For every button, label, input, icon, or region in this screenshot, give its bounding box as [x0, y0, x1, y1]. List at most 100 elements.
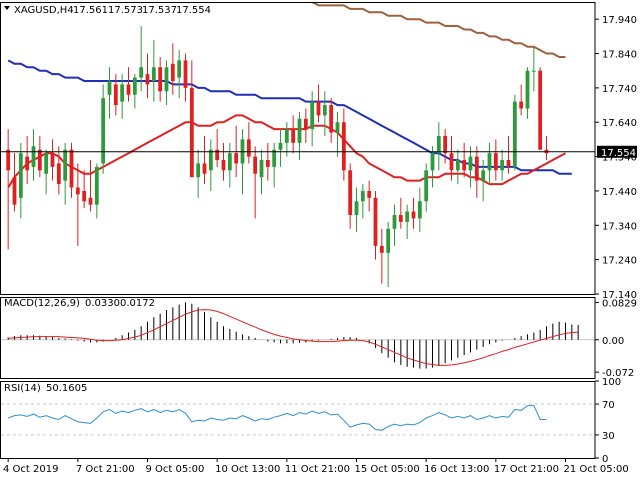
- candle-body: [56, 163, 61, 185]
- price-axis-label: 17.140: [602, 290, 637, 301]
- time-axis-label: 17 Oct 21:00: [494, 464, 559, 475]
- time-axis-label: 15 Oct 05:00: [355, 464, 420, 475]
- price-axis-label: 17.840: [602, 50, 637, 61]
- candle-body: [183, 60, 188, 88]
- low-value: 17.537: [142, 5, 177, 16]
- candle-body: [538, 70, 543, 150]
- candle-body: [272, 149, 277, 167]
- price-axis-label: 17.440: [602, 187, 637, 198]
- collapse-triangle-icon[interactable]: [4, 6, 10, 10]
- candle-body: [158, 67, 163, 92]
- candle-body: [392, 214, 397, 229]
- candle-body: [386, 228, 391, 253]
- price-axis-label: 17.940: [602, 15, 637, 26]
- symbol-label: XAGUSD,H4: [14, 5, 74, 16]
- rsi-line: [8, 405, 547, 431]
- candle-body: [291, 129, 296, 143]
- candle-body: [12, 177, 17, 205]
- main-pane-frame: [0, 2, 596, 295]
- candle-body: [379, 245, 384, 253]
- candle-body: [18, 153, 23, 198]
- rsi-axis-label: 70: [602, 400, 615, 411]
- candle-body: [44, 153, 49, 174]
- candle-body: [107, 81, 112, 95]
- macd-axis-label: -0.072: [602, 368, 634, 379]
- price-axis-label: 17.540: [602, 153, 637, 164]
- candle-body: [69, 149, 74, 188]
- candle-body: [430, 153, 435, 171]
- candle-body: [50, 153, 55, 167]
- candle-body: [310, 101, 315, 130]
- candle-body: [468, 156, 473, 171]
- price-pane: 17.940 17.840 17.740 17.640 17.540 17.440 17.3…: [1, 3, 637, 301]
- candle-body: [297, 118, 302, 143]
- candle-body: [360, 190, 365, 202]
- ma_mid-line: [7, 59, 572, 175]
- time-axis-label: 4 Oct 2019: [3, 464, 58, 475]
- candle-body: [94, 166, 99, 205]
- rsi-axis-label: 100: [602, 377, 621, 388]
- rsi-value: 50.1605: [46, 383, 87, 394]
- candle-body: [284, 129, 289, 143]
- candle-body: [253, 156, 258, 174]
- candle-body: [348, 170, 353, 215]
- candle-body: [113, 84, 118, 106]
- candle-body: [164, 67, 169, 92]
- price-legend: XAGUSD,H4 17.561 17.573 17.537 17.554: [4, 5, 211, 16]
- time-axis-label: 11 Oct 21:00: [285, 464, 350, 475]
- candle-body: [525, 70, 530, 109]
- close-value: 17.554: [176, 5, 211, 16]
- candle-body: [196, 163, 201, 178]
- high-value: 17.573: [108, 5, 143, 16]
- candle-body: [519, 101, 524, 109]
- rsi-axis-label: 30: [602, 431, 615, 442]
- candle-body: [139, 67, 144, 78]
- candle-body: [417, 201, 422, 219]
- candle-body: [177, 60, 182, 78]
- candle-body: [487, 153, 492, 171]
- candle-body: [6, 149, 11, 171]
- candle-body: [424, 170, 429, 202]
- candle-body: [462, 160, 467, 171]
- price-axis-label: 17.340: [602, 221, 637, 232]
- macd-axis-label: 0.00: [602, 336, 624, 347]
- candle-body: [354, 201, 359, 215]
- candle-body: [493, 153, 498, 171]
- candle-body: [455, 160, 460, 171]
- open-value: 17.561: [73, 5, 108, 16]
- candle-body: [75, 187, 80, 195]
- rsi-pane-frame: [0, 381, 596, 459]
- macd-legend: MACD(12,26,9) 0.0330 0.0172: [4, 298, 155, 309]
- candle-body: [322, 105, 327, 116]
- candle-body: [37, 149, 42, 171]
- price-axis-label: 17.740: [602, 84, 637, 95]
- candle-body: [234, 153, 239, 164]
- candle-body: [25, 156, 30, 171]
- candle-body: [278, 142, 283, 150]
- current-price-label: 17.554: [601, 148, 636, 159]
- price-axis-label: 17.640: [602, 118, 637, 129]
- macd-pane: 0.0829 0.00 -0.072: [1, 298, 637, 379]
- ma_slow-line: [147, 3, 566, 58]
- candle-body: [88, 197, 93, 205]
- candle-body: [145, 74, 150, 85]
- time-axis-label: 16 Oct 13:00: [424, 464, 489, 475]
- candle-body: [506, 160, 511, 167]
- candle-body: [170, 63, 175, 82]
- candles: [6, 26, 549, 288]
- candle-body: [246, 139, 251, 157]
- candle-body: [63, 149, 68, 181]
- candle-body: [436, 135, 441, 154]
- candle-body: [120, 84, 125, 102]
- candle-body: [227, 153, 232, 171]
- current-price-tag: [597, 145, 637, 158]
- time-axis: 4 Oct 2019 7 Oct 21:00 9 Oct 05:00 10 Oct 1…: [3, 458, 629, 475]
- macd-axis-label: 0.0829: [602, 298, 637, 309]
- time-axis-label: 21 Oct 05:00: [564, 464, 629, 475]
- candle-body: [443, 135, 448, 154]
- macd-label: MACD(12,26,9): [4, 298, 80, 309]
- candle-body: [101, 98, 106, 164]
- candle-body: [367, 190, 372, 198]
